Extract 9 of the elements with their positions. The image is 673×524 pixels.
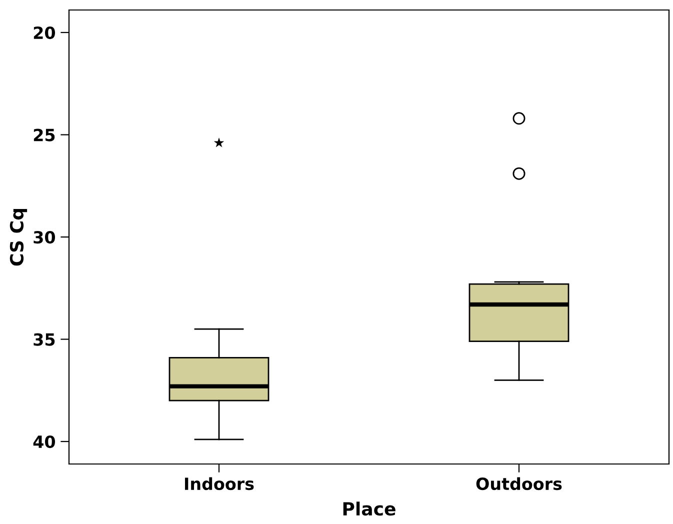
y-tick-label: 25 <box>34 128 55 142</box>
y-tick-label: 30 <box>34 230 56 244</box>
x-tick-label: Outdoors <box>476 477 562 490</box>
x-tick-label: Indoors <box>185 477 254 490</box>
y-tick-label: 35 <box>34 333 55 346</box>
y-axis-title: CS Cq <box>10 208 28 266</box>
y-tick-label: 40 <box>33 435 56 448</box>
y-tick-label: 20 <box>34 26 56 40</box>
x-axis-title: Place <box>343 502 396 516</box>
